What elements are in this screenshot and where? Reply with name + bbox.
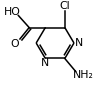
Text: O: O xyxy=(11,39,19,49)
Text: Cl: Cl xyxy=(60,1,70,11)
Text: N: N xyxy=(75,38,83,48)
Text: NH₂: NH₂ xyxy=(73,70,94,80)
Text: HO: HO xyxy=(3,7,20,17)
Text: N: N xyxy=(41,58,49,68)
